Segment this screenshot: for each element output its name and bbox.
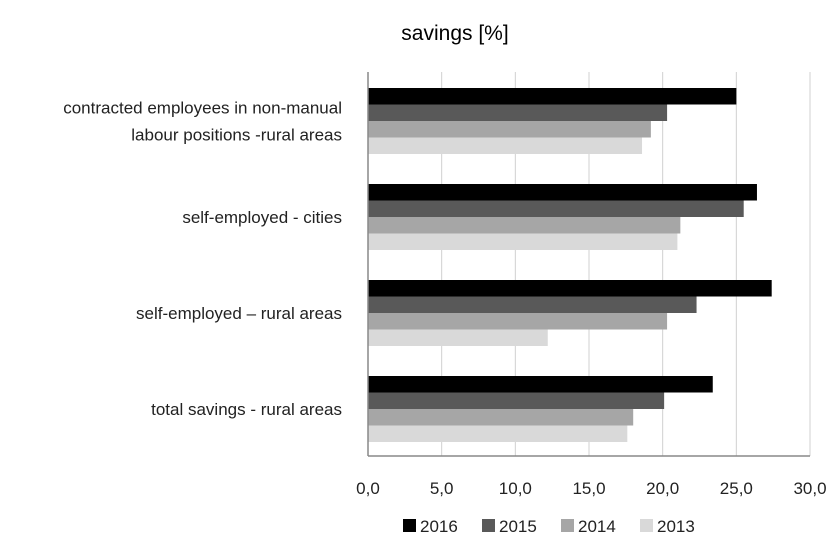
legend-label: 2015: [499, 517, 537, 536]
bar: [368, 104, 668, 121]
category-label: labour positions -rural areas: [131, 126, 342, 145]
axes: [367, 72, 810, 457]
category-label: contracted employees in non-manual: [63, 99, 342, 118]
category-label: self-employed - cities: [182, 208, 342, 227]
legend-label: 2016: [420, 517, 458, 536]
bar: [368, 121, 651, 138]
bar: [368, 200, 744, 217]
category-label: total savings - rural areas: [151, 400, 342, 419]
category-label: self-employed – rural areas: [136, 304, 342, 323]
bar: [368, 313, 668, 330]
legend-swatch: [403, 519, 416, 532]
x-tick-label: 15,0: [572, 479, 605, 498]
bar: [368, 296, 697, 313]
bar: [368, 233, 678, 250]
bar: [368, 137, 643, 154]
bar: [368, 88, 737, 105]
x-tick-label: 30,0: [793, 479, 826, 498]
x-tick-label: 25,0: [720, 479, 753, 498]
legend: 2016 2015 2014 2013: [403, 517, 695, 536]
x-tick-label: 5,0: [430, 479, 454, 498]
x-tick-labels: 0,0 5,0 10,0 15,0 20,0 25,0 30,0: [356, 479, 826, 498]
legend-label: 2014: [578, 517, 616, 536]
category-labels: contracted employees in non-manual labour…: [63, 99, 342, 420]
bars: [368, 88, 772, 442]
bar: [368, 184, 757, 201]
bar: [368, 280, 772, 297]
bar: [368, 217, 681, 234]
chart-title: savings [%]: [401, 22, 508, 45]
x-tick-label: 10,0: [499, 479, 532, 498]
x-tick-label: 20,0: [646, 479, 679, 498]
bar: [368, 392, 665, 409]
legend-swatch: [640, 519, 653, 532]
bar: [368, 329, 548, 346]
legend-swatch: [561, 519, 574, 532]
legend-swatch: [482, 519, 495, 532]
bar: [368, 425, 628, 442]
bar: [368, 409, 634, 426]
bar: [368, 376, 713, 393]
x-tick-label: 0,0: [356, 479, 380, 498]
legend-label: 2013: [657, 517, 695, 536]
